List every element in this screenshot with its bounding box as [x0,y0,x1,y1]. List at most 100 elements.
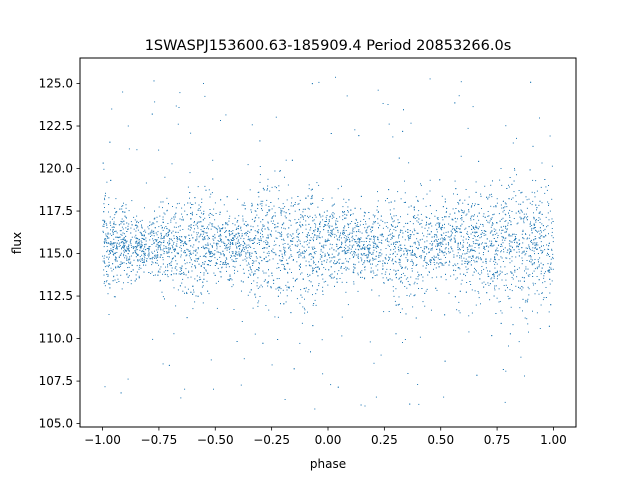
data-point [458,310,460,312]
data-point [258,239,260,241]
data-point [378,252,380,254]
data-point [121,288,123,290]
data-point [253,262,255,264]
data-point [154,101,156,103]
data-point [460,255,462,257]
data-point [230,254,232,256]
data-point [284,243,286,244]
data-point [424,251,425,253]
data-point [303,241,305,243]
data-point [346,214,348,216]
data-point [214,253,216,255]
data-point [267,222,269,224]
data-point [361,248,363,250]
data-point [342,206,344,208]
data-point [258,262,260,264]
data-point [527,323,529,325]
data-point [551,218,553,220]
data-point [380,215,382,217]
data-point [215,262,217,264]
data-point [136,240,138,242]
data-point [299,224,301,226]
data-point [468,239,470,240]
data-point [197,295,199,297]
data-point [137,255,139,256]
data-point [385,248,387,249]
data-point [400,265,402,267]
data-point [516,268,518,270]
data-point [361,276,363,278]
data-point [319,237,321,239]
data-point [544,179,546,180]
data-point [123,245,125,247]
data-point [217,267,219,269]
data-point [108,237,110,239]
data-point [527,286,529,288]
data-point [108,261,110,263]
data-point [173,257,174,259]
data-point [209,265,211,266]
data-point [526,207,528,209]
data-point [476,222,478,224]
data-point [123,270,125,271]
data-point [442,244,444,245]
data-point [275,237,277,239]
data-point [330,277,332,279]
data-point [360,254,362,256]
data-point [354,207,356,209]
data-point [452,208,454,210]
data-point [254,293,256,295]
data-point [155,240,157,242]
data-point [165,247,167,249]
data-point [372,270,374,272]
data-point [459,247,460,249]
data-point [348,249,350,251]
data-point [505,237,507,239]
data-point [428,227,430,229]
data-point [535,238,537,240]
data-point [259,263,260,265]
data-point [308,217,310,219]
data-point [474,247,476,248]
data-point [148,228,150,230]
data-point [160,201,162,203]
data-point [296,222,298,223]
data-point [116,248,118,250]
data-point [278,289,280,291]
data-point [131,224,133,226]
data-point [129,262,131,264]
data-point [414,230,416,232]
data-point [519,287,521,289]
data-point [424,241,426,243]
data-point [169,243,170,245]
data-point [184,388,186,390]
data-point [116,242,118,244]
data-point [291,202,292,204]
data-point [108,197,110,199]
data-point [234,269,235,271]
data-point [377,191,378,193]
data-point [420,213,422,215]
data-point [219,213,221,215]
data-point [175,105,177,107]
data-point [358,239,360,241]
data-point [214,237,216,239]
data-point [548,269,550,271]
data-point [501,207,503,209]
data-point [151,257,153,259]
data-point [262,270,264,272]
data-point [201,226,203,228]
data-point [413,206,415,208]
data-point [151,234,153,236]
data-point [113,221,115,223]
data-point [462,202,464,204]
data-point [540,270,542,272]
data-point [242,249,243,251]
data-point [321,261,323,263]
data-point [255,251,257,253]
data-point [128,258,130,260]
data-point [304,298,305,300]
data-point [414,241,416,243]
data-point [187,228,189,230]
data-point [262,248,264,249]
